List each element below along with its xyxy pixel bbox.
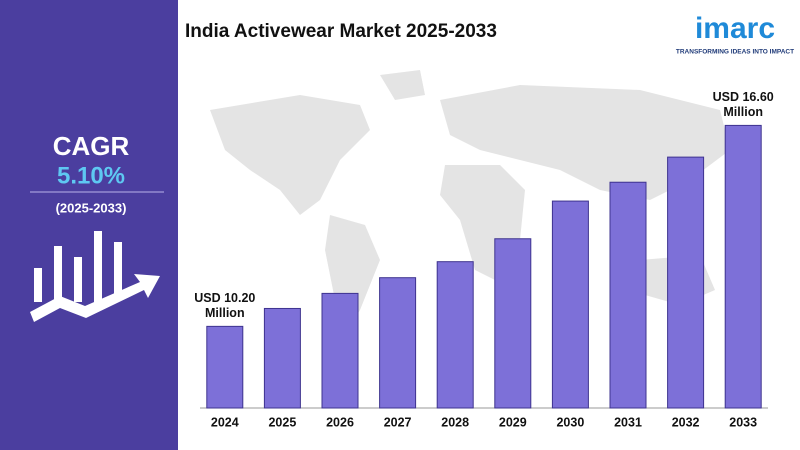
x-tick-label: 2024: [211, 415, 239, 429]
x-tick-label: 2029: [499, 415, 527, 429]
cagr-label: CAGR: [53, 131, 130, 161]
bar: [263, 307, 301, 409]
sidebar: [0, 0, 178, 450]
x-tick-label: 2033: [729, 415, 757, 429]
bar: [551, 200, 589, 409]
bar: [321, 292, 359, 409]
value-label: USD 10.20 Million: [194, 291, 256, 321]
x-tick-label: 2030: [556, 415, 584, 429]
cagr-period: (2025-2033): [56, 200, 127, 215]
logo: imarc: [695, 12, 775, 45]
logo-tagline: TRANSFORMING IDEAS INTO IMPACT: [676, 49, 794, 56]
bar: [379, 277, 417, 409]
bar: [436, 261, 474, 409]
growth-icon: [30, 231, 160, 322]
bar: [724, 124, 762, 409]
cagr-rate: 5.10%: [57, 162, 125, 189]
x-tick-label: 2031: [614, 415, 642, 429]
x-tick-label: 2025: [268, 415, 296, 429]
x-tick-label: 2026: [326, 415, 354, 429]
chart-title: India Activewear Market 2025-2033: [185, 21, 497, 42]
x-tick-label: 2027: [384, 415, 412, 429]
bar: [206, 325, 244, 409]
x-tick-label: 2028: [441, 415, 469, 429]
bar: [609, 181, 647, 409]
value-label: USD 16.60 Million: [712, 90, 774, 120]
bar: [494, 238, 532, 409]
bar: [667, 156, 705, 409]
x-tick-label: 2032: [672, 415, 700, 429]
